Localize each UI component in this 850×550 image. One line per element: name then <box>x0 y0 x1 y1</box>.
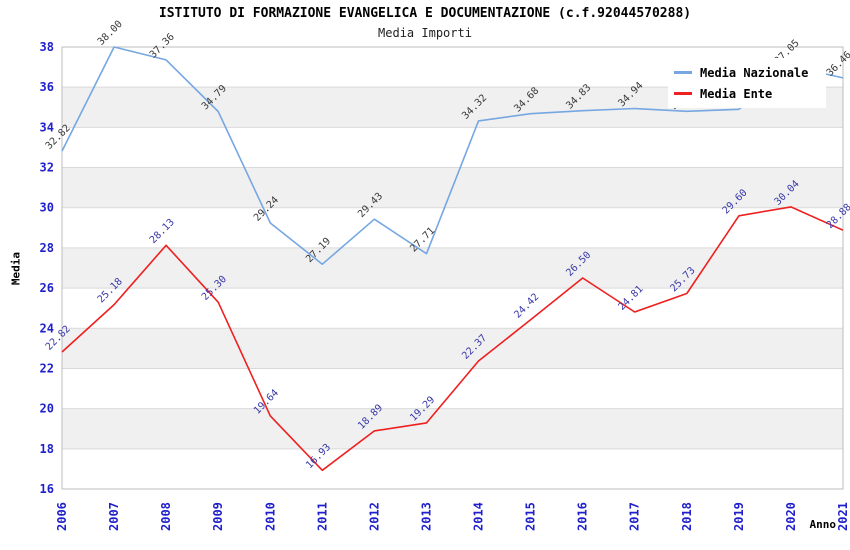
plot-band <box>62 448 843 489</box>
y-axis-title: Media <box>9 251 23 286</box>
plot-band <box>62 288 843 329</box>
x-tick-label: 2014 <box>472 502 486 531</box>
plot-band <box>62 207 843 248</box>
x-axis-title: Anno <box>809 518 837 531</box>
series-line-ente <box>61 206 844 472</box>
legend-label: Media Nazionale <box>700 65 809 80</box>
x-tick-label: 2021 <box>836 502 850 531</box>
x-tick-label: 2010 <box>263 502 277 531</box>
plot-band <box>62 247 843 289</box>
chart-title: ISTITUTO DI FORMAZIONE EVANGELICA E DOCU… <box>158 6 692 21</box>
x-tick-label: 2007 <box>107 502 121 531</box>
y-tick-label: 16 <box>40 482 54 496</box>
y-tick-label: 30 <box>40 201 54 215</box>
y-tick-label: 24 <box>40 321 54 335</box>
x-tick-label: 2016 <box>576 502 590 531</box>
y-tick-label: 26 <box>40 281 54 295</box>
chart-subtitle: Media Importi <box>378 26 472 40</box>
y-tick-label: 18 <box>40 442 54 456</box>
legend-line-icon <box>674 92 692 95</box>
y-tick-label: 28 <box>40 241 54 255</box>
y-tick-label: 32 <box>40 161 54 175</box>
x-tick-label: 2013 <box>419 502 433 531</box>
x-tick-label: 2020 <box>784 502 798 531</box>
y-tick-label: 38 <box>40 40 54 54</box>
legend-line-icon <box>674 71 692 74</box>
series-line-nazionale <box>61 46 844 266</box>
y-tick-label: 20 <box>40 402 54 416</box>
x-tick-label: 2012 <box>367 502 381 531</box>
value-label: 38.00 <box>96 19 125 48</box>
x-tick-label: 2011 <box>315 502 329 531</box>
legend-label: Media Ente <box>700 86 773 101</box>
plot-band <box>62 328 843 369</box>
y-tick-label: 36 <box>40 80 54 94</box>
plot-band <box>62 368 843 409</box>
x-tick-label: 2015 <box>524 502 538 531</box>
x-tick-label: 2006 <box>55 502 69 531</box>
legend-entry-ente: Media Ente <box>674 83 824 104</box>
x-tick-label: 2009 <box>211 502 225 531</box>
y-tick-label: 22 <box>40 361 54 375</box>
legend: Media Nazionale Media Ente <box>668 58 826 108</box>
y-tick-label: 34 <box>40 120 54 134</box>
x-tick-label: 2017 <box>628 502 642 531</box>
x-tick-label: 2008 <box>159 502 173 531</box>
legend-entry-nazionale: Media Nazionale <box>674 62 824 83</box>
x-tick-label: 2018 <box>680 502 694 531</box>
plot-band <box>62 408 843 449</box>
plot-band <box>62 127 843 168</box>
x-tick-label: 2019 <box>732 502 746 531</box>
plot-border <box>61 46 844 490</box>
